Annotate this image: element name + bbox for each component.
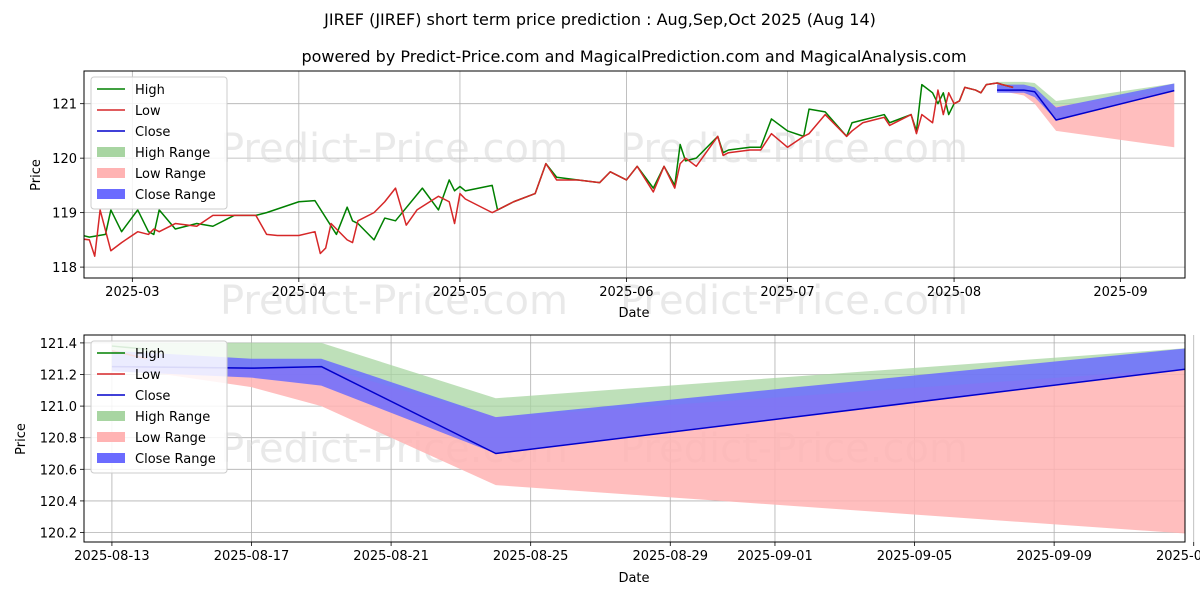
y-tick-label: 121 <box>52 98 77 113</box>
bottom-legend: High Low Close High Range Low Range Close Ran… <box>90 340 228 474</box>
chart-title: JIREF (JIREF) short term price predictio… <box>323 10 876 29</box>
y-tick-label: 120.4 <box>40 495 77 510</box>
x-tick-label: 2025-03 <box>105 285 159 300</box>
x-tick-label: 2025-08-21 <box>353 549 429 564</box>
top-ylabel: Price <box>29 159 44 191</box>
legend-label-low-range: Low Range <box>135 431 206 446</box>
top-panel: Predict-Price.com Predict-Price.com Pred… <box>29 70 1186 324</box>
legend-label-high-range: High Range <box>135 146 210 161</box>
low-series-line <box>84 82 1014 257</box>
legend-label-low-range: Low Range <box>135 167 206 182</box>
legend-label-high: High <box>135 347 165 362</box>
high-range-band <box>997 81 1175 121</box>
x-tick-label: 2025-08-17 <box>214 549 290 564</box>
legend-label-close-range: Close Range <box>135 452 216 467</box>
x-tick-label: 2025-06 <box>599 285 653 300</box>
y-tick-label: 121.4 <box>40 337 77 352</box>
y-tick-label: 121.2 <box>40 369 77 384</box>
y-tick-label: 120.6 <box>40 463 77 478</box>
y-tick-label: 120 <box>52 152 77 167</box>
x-tick-label: 2025-09 <box>1093 285 1147 300</box>
y-tick-label: 118 <box>52 261 77 276</box>
legend-swatch-low-range <box>97 168 125 178</box>
top-xlabel: Date <box>618 306 649 321</box>
legend-swatch-low-range <box>97 432 125 442</box>
watermark-text: Predict-Price.com <box>220 278 568 324</box>
legend-label-close: Close <box>135 389 170 404</box>
legend-swatch-close-range <box>97 453 125 463</box>
watermark-group: Predict-Price.com Predict-Price.com Pred… <box>220 126 968 324</box>
x-tick-label: 2025-05 <box>433 285 487 300</box>
legend-swatch-high-range <box>97 411 125 421</box>
x-tick-label: 2025-08-25 <box>493 549 569 564</box>
watermark-text: Predict-Price.com <box>220 126 568 172</box>
bottom-xlabel: Date <box>618 571 649 586</box>
x-tick-label: 2025-09-01 <box>737 549 813 564</box>
legend-label-high: High <box>135 83 165 98</box>
watermark-text: Predict-Price.com <box>620 278 968 324</box>
x-tick-label: 2025-08-13 <box>74 549 150 564</box>
legend-label-close-range: Close Range <box>135 188 216 203</box>
chart-subtitle: powered by Predict-Price.com and Magical… <box>301 47 966 66</box>
high-range-band <box>111 342 1185 454</box>
top-legend: High Low Close High Range Low Range Close Ran… <box>90 76 228 210</box>
bottom-panel: Predict-Price.com Predict-Price.com 2025… <box>14 334 1200 586</box>
top-plot-frame <box>83 70 1186 279</box>
legend-label-high-range: High Range <box>135 410 210 425</box>
y-tick-label: 119 <box>52 207 77 222</box>
bottom-plot-frame <box>83 334 1186 543</box>
x-tick-label: 2025-04 <box>272 285 326 300</box>
top-plot-area <box>84 71 1185 278</box>
bottom-ylabel: Price <box>14 423 29 455</box>
x-tick-label: 2025-08-29 <box>632 549 708 564</box>
close-range-band <box>997 83 1175 121</box>
close-series-line <box>997 89 1175 121</box>
legend-label-close: Close <box>135 125 170 140</box>
legend-label-low: Low <box>135 368 161 383</box>
x-tick-label: 2025-09-05 <box>877 549 953 564</box>
y-tick-label: 120.2 <box>40 527 77 542</box>
legend-swatch-high-range <box>97 147 125 157</box>
legend-label-low: Low <box>135 104 161 119</box>
legend-swatch-close-range <box>97 189 125 199</box>
y-tick-label: 121.0 <box>40 400 77 415</box>
y-tick-label: 120.8 <box>40 432 77 447</box>
x-tick-label: 2025-08 <box>927 285 981 300</box>
low-range-band <box>997 90 1175 148</box>
x-tick-label: 2025-07 <box>760 285 814 300</box>
x-tick-label: 2025-09-13 <box>1156 549 1200 564</box>
x-tick-label: 2025-09-09 <box>1016 549 1092 564</box>
